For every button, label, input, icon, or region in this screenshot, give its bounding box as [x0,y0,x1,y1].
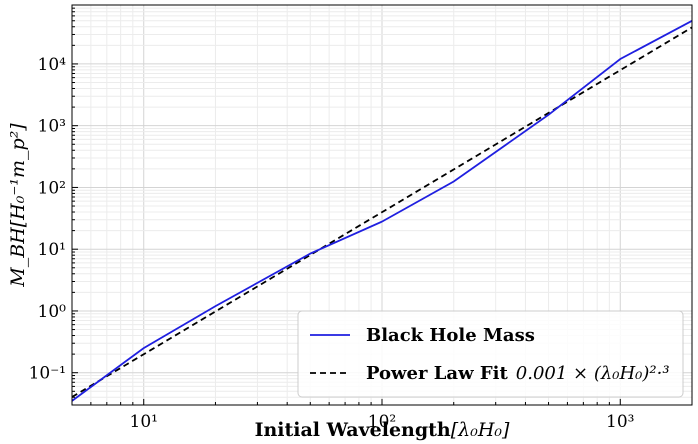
x-tick-label: 10¹ [130,412,158,432]
y-tick-label: 10⁰ [38,302,67,322]
y-tick-label: 10² [38,178,66,198]
y-axis-label: M_BH[H₀⁻¹m_p²] [7,123,29,288]
legend: Black Hole Mass Power Law Fit 0.001 × (λ₀… [297,310,684,398]
legend-formula-1: 0.001 × (λ₀H₀)²·³ [516,363,670,384]
y-tick-label: 10³ [38,117,66,137]
x-tick-label: 10² [368,412,396,432]
legend-label-text-1: Power Law Fit [366,363,508,384]
series-line-power-law-fit [71,26,693,398]
x-tick-label: 10³ [606,412,634,432]
x-axis-label: Initial Wavelength[λ₀H₀] [255,419,510,441]
series-line-black-hole-mass [71,20,693,402]
series-layer [71,20,693,402]
x-axis-label-math: [λ₀H₀] [451,419,510,441]
legend-box [297,310,684,398]
legend-label-black-hole-mass: Black Hole Mass [366,325,535,346]
y-tick-label: 10⁻¹ [29,364,66,384]
y-tick-label: 10⁴ [38,55,67,75]
axis-ticks: 10¹ 10² 10³ 10⁻¹ 10⁰ 10¹ 10² 10³ 10⁴ [29,4,693,432]
y-tick-label: 10¹ [38,240,66,260]
x-axis-label-text: Initial Wavelength [255,419,451,441]
legend-label-power-law-fit: Power Law Fit 0.001 × (λ₀H₀)²·³ [366,363,670,384]
legend-label-text-0: Black Hole Mass [366,325,535,346]
